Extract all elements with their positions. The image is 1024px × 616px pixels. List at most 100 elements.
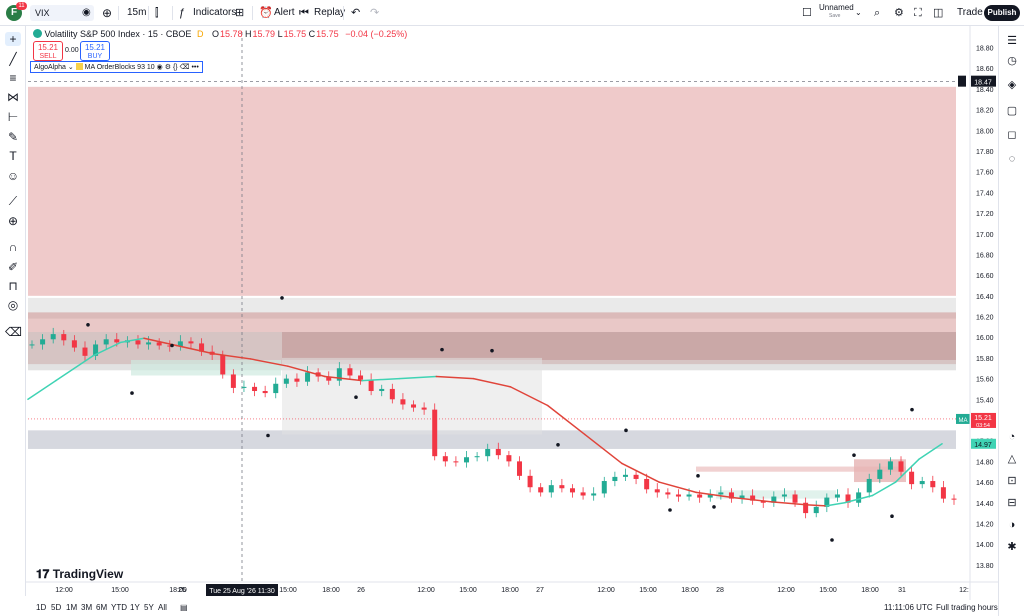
candle-body: [177, 341, 183, 347]
order-block-zone: [282, 332, 956, 360]
candle-body: [135, 340, 141, 345]
candle-body: [283, 378, 289, 384]
trash-icon[interactable]: ⌫: [179, 64, 190, 71]
y-axis-tick-label: 16.60: [976, 273, 994, 280]
moving-average-segment: [871, 481, 897, 497]
eye-icon[interactable]: ◉: [82, 7, 91, 18]
undo-icon[interactable]: ↶: [351, 7, 361, 19]
moving-average-segment: [27, 379, 57, 401]
range-1m[interactable]: 1M: [66, 603, 78, 612]
publish-button[interactable]: Publish: [984, 5, 1020, 21]
last-price-badge: [971, 412, 996, 428]
redo-icon: ↷: [370, 7, 380, 19]
symbol-title[interactable]: Volatility S&P 500 Index · 15 · CBOE: [44, 29, 192, 39]
candle-body: [358, 375, 364, 380]
hotlist-icon[interactable]: ◑: [1008, 519, 1016, 531]
candle-body: [792, 494, 798, 503]
magnet-icon[interactable]: ∩: [8, 240, 18, 254]
signal-icon[interactable]: ◌: [1008, 153, 1016, 165]
trendline-icon[interactable]: ╱: [9, 52, 17, 66]
moving-average-segment: [584, 433, 623, 465]
alert-icon[interactable]: ⏰: [259, 7, 273, 19]
alert-button[interactable]: Alert: [274, 7, 295, 18]
range-3m[interactable]: 3M: [81, 603, 93, 612]
trading-panel-icon[interactable]: △: [1007, 453, 1017, 465]
crosshair-icon[interactable]: +: [5, 32, 21, 46]
range-all[interactable]: All: [158, 603, 167, 612]
calendar-icon[interactable]: ◔: [1008, 431, 1016, 443]
lock-icon[interactable]: ⊓: [8, 279, 18, 293]
alerts-clock-icon[interactable]: ◷: [1007, 55, 1017, 67]
interval-button[interactable]: 15m: [127, 7, 147, 18]
candle-body: [824, 497, 830, 507]
layout-checkbox-icon[interactable]: ☐: [802, 7, 812, 19]
help-icon[interactable]: ⊡: [1007, 475, 1017, 487]
pattern-icon[interactable]: ⋈: [7, 90, 19, 104]
brush-icon[interactable]: ✎: [7, 130, 19, 144]
moving-average-segment: [732, 496, 772, 503]
indicator-legend[interactable]: AlgoAlpha ⌄ MA OrderBlocks 93 10 ◉ ⚙ {} …: [30, 61, 203, 73]
forecast-icon[interactable]: ⊢: [7, 110, 19, 124]
x-axis-tick-label: 31: [898, 587, 906, 594]
candle-body: [432, 409, 438, 457]
fullscreen-icon[interactable]: ⛶: [914, 7, 922, 19]
text-icon[interactable]: T: [9, 149, 17, 163]
swing-point-marker: [712, 505, 716, 509]
camera-icon[interactable]: ◫: [933, 7, 944, 19]
fib-retracement-icon[interactable]: ≡: [9, 71, 17, 85]
price-chart[interactable]: 18.80 18.60 18.40 18.20 18.00 17.80 17.60 17.40…: [26, 26, 998, 600]
moving-average-segment: [806, 504, 827, 507]
symbol-search[interactable]: VIX: [30, 5, 94, 21]
watchlist-icon[interactable]: ☰: [1007, 35, 1017, 47]
candle-body: [294, 378, 300, 382]
chevron-down-icon[interactable]: ⌄: [855, 8, 862, 17]
moving-average-segment: [621, 462, 660, 483]
moving-average-segment: [658, 481, 697, 494]
more-icon[interactable]: •••: [191, 64, 199, 71]
sell-button[interactable]: 15.21 SELL: [33, 41, 63, 61]
trade-button[interactable]: Trade: [957, 7, 983, 18]
indicator-name-algoalpha[interactable]: AlgoAlpha: [34, 64, 66, 71]
session-selector[interactable]: Full trading hours: [936, 603, 998, 612]
range-6m[interactable]: 6M: [96, 603, 108, 612]
candle-body: [464, 457, 470, 463]
indicators-icon[interactable]: ƒ: [179, 7, 186, 19]
date-range-calendar-icon[interactable]: ▤: [180, 603, 188, 612]
range-5d[interactable]: 5D: [51, 603, 62, 612]
notes-icon[interactable]: ⊟: [1007, 497, 1017, 509]
replay-button[interactable]: Replay: [314, 7, 346, 18]
hide-eye-icon[interactable]: ◎: [7, 298, 19, 312]
indicator-name-ma-orderblocks[interactable]: MA OrderBlocks: [84, 64, 136, 71]
settings-gear-icon[interactable]: ⚙: [164, 64, 171, 71]
replay-icon[interactable]: ⏮: [299, 7, 309, 19]
layers-icon[interactable]: ◈: [1007, 79, 1017, 91]
candle-body: [326, 376, 332, 381]
compare-add-icon[interactable]: ⊕: [102, 6, 113, 20]
range-5y[interactable]: 5Y: [144, 603, 154, 612]
buy-button[interactable]: 15.21 BUY: [80, 41, 110, 61]
zoom-in-icon[interactable]: ⊕: [7, 214, 19, 228]
chevron-down-icon[interactable]: ⌄: [67, 64, 76, 71]
zoom-search-icon[interactable]: ⌕: [874, 7, 881, 19]
visibility-eye-icon[interactable]: ◉: [156, 64, 163, 71]
range-1y[interactable]: 1Y: [130, 603, 140, 612]
range-1d[interactable]: 1D: [36, 603, 47, 612]
swing-point-marker: [556, 443, 560, 447]
utc-clock[interactable]: 11:11:06 UTC: [884, 603, 933, 612]
ruler-icon[interactable]: ⟋: [8, 194, 18, 208]
candle-body: [400, 399, 406, 405]
candle-type-icon[interactable]: ⫿: [155, 7, 159, 19]
range-ytd[interactable]: YTD: [111, 603, 127, 612]
indicators-button[interactable]: Indicators: [193, 7, 237, 18]
ideas-icon[interactable]: ▢: [1006, 105, 1018, 117]
layout-name[interactable]: Unnamed: [819, 3, 854, 12]
emoji-icon[interactable]: ☺: [6, 169, 20, 183]
x-axis-tick-label: 18:00: [169, 587, 187, 594]
trash-icon[interactable]: ⌫: [5, 325, 22, 339]
layouts-icon[interactable]: ⊞: [235, 7, 245, 19]
brain-icon[interactable]: ✱: [1007, 541, 1017, 553]
stay-drawing-icon[interactable]: ✐: [7, 260, 19, 274]
chat-icon[interactable]: ◻: [1007, 129, 1017, 141]
source-code-icon[interactable]: {}: [172, 64, 178, 71]
settings-gear-icon[interactable]: ⚙: [894, 7, 904, 19]
